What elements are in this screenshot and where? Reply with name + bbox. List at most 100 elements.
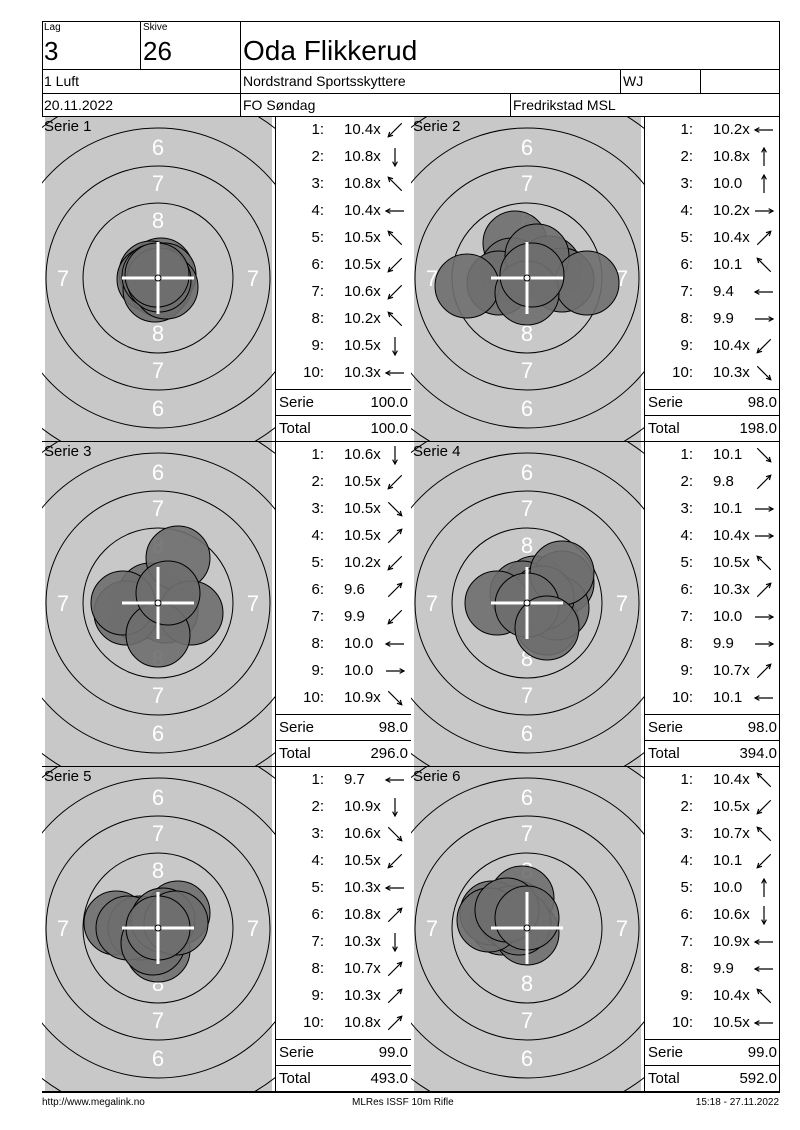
shot-number: 3: bbox=[311, 825, 324, 842]
shot-row: 1: 10.4x bbox=[276, 117, 410, 144]
shot-score: 10.7x bbox=[344, 960, 381, 977]
direction-arrow-icon bbox=[387, 907, 403, 923]
direction-arrow-icon bbox=[384, 777, 404, 783]
shot-number: 1: bbox=[311, 446, 324, 463]
target-ring bbox=[451, 852, 603, 1004]
shot-score: 10.1 bbox=[713, 500, 743, 517]
target-ring bbox=[45, 165, 271, 391]
club-name: Nordstrand Sportsskyttere bbox=[243, 73, 406, 89]
shot-number: 4: bbox=[311, 202, 324, 219]
target-ring bbox=[42, 777, 275, 1079]
direction-arrow-icon bbox=[387, 474, 403, 490]
shot-score: 9.9 bbox=[344, 608, 365, 625]
direction-arrow-icon bbox=[755, 533, 775, 539]
frame-line bbox=[620, 69, 621, 93]
divider bbox=[645, 415, 780, 416]
total-label: Total bbox=[279, 1070, 311, 1087]
target-ring bbox=[45, 490, 271, 716]
target-ring bbox=[42, 452, 275, 754]
direction-arrow-icon bbox=[761, 906, 767, 925]
shot-row: 7: 9.4 bbox=[645, 279, 779, 306]
ring-number: 7 bbox=[152, 683, 164, 708]
ring-number: 6 bbox=[521, 721, 533, 746]
direction-arrow-icon bbox=[387, 311, 403, 327]
shot-hole bbox=[499, 242, 565, 308]
shot-number: 3: bbox=[680, 825, 693, 842]
direction-arrow-icon bbox=[761, 174, 767, 193]
ring-number: 8 bbox=[521, 321, 533, 346]
direction-arrow-icon bbox=[756, 988, 772, 1004]
frame-bottom bbox=[42, 1092, 780, 1093]
frame-line bbox=[700, 69, 701, 93]
shot-number: 3: bbox=[680, 175, 693, 192]
frame-line bbox=[140, 21, 141, 69]
ring-number: 6 bbox=[521, 396, 533, 421]
frame-line bbox=[42, 69, 779, 70]
direction-arrow-icon bbox=[753, 939, 773, 945]
running-total-row: Total 198.0 bbox=[645, 416, 779, 442]
score-list: 1: 10.1 2: 9.8 3: 10.1 4: 10.4x 5: 10.5x 6: 10.3x 7:… bbox=[645, 442, 780, 767]
direction-arrow-icon bbox=[392, 446, 398, 465]
serie-label: Serie bbox=[279, 1044, 315, 1061]
direction-arrow-icon bbox=[387, 257, 403, 273]
total-label: Total bbox=[648, 1070, 680, 1087]
shot-number: 5: bbox=[311, 229, 324, 246]
score-list: 1: 9.7 2: 10.9x 3: 10.6x 4: 10.5x 5: 10.3x 6: 10.8x… bbox=[276, 767, 411, 1092]
running-total-row: Total 394.0 bbox=[645, 741, 779, 767]
shot-score: 10.7x bbox=[713, 825, 750, 842]
shot-number: 7: bbox=[680, 283, 693, 300]
serie-value: 99.0 bbox=[378, 1044, 408, 1061]
shot-number: 3: bbox=[311, 175, 324, 192]
shot-row: 9: 10.7x bbox=[645, 658, 779, 685]
shot-row: 10: 10.9x bbox=[276, 685, 410, 712]
shot-number: 4: bbox=[680, 527, 693, 544]
shot-score: 10.7x bbox=[713, 662, 750, 679]
shot-score: 9.4 bbox=[713, 283, 734, 300]
direction-arrow-icon bbox=[387, 284, 403, 300]
serie-label: Serie bbox=[279, 719, 315, 736]
shot-number: 8: bbox=[311, 310, 324, 327]
shot-row: 6: 10.8x bbox=[276, 902, 410, 929]
divider bbox=[276, 415, 411, 416]
ring-number: 7 bbox=[247, 266, 259, 291]
shot-row: 5: 10.5x bbox=[645, 550, 779, 577]
shot-score: 10.0 bbox=[344, 635, 374, 652]
shot-number: 6: bbox=[311, 256, 324, 273]
shot-number: 2: bbox=[311, 798, 324, 815]
lag-label: Lag bbox=[44, 22, 61, 33]
shot-score: 10.8x bbox=[344, 175, 381, 192]
score-list: 1: 10.4x 2: 10.8x 3: 10.8x 4: 10.4x 5: 10.5x 6: 10.… bbox=[276, 117, 411, 442]
direction-arrow-icon bbox=[384, 370, 404, 376]
serie-label: Serie bbox=[648, 394, 684, 411]
shot-row: 2: 10.5x bbox=[645, 794, 779, 821]
shot-number: 4: bbox=[680, 852, 693, 869]
shot-row: 5: 10.2x bbox=[276, 550, 410, 577]
shot-score: 10.1 bbox=[713, 256, 743, 273]
shot-number: 1: bbox=[680, 121, 693, 138]
direction-arrow-icon bbox=[761, 147, 767, 166]
shot-number: 7: bbox=[311, 608, 324, 625]
divider bbox=[645, 1065, 780, 1066]
shot-row: 6: 10.5x bbox=[276, 252, 410, 279]
shot-number: 5: bbox=[311, 879, 324, 896]
shot-number: 6: bbox=[680, 581, 693, 598]
shot-score: 10.0 bbox=[344, 662, 374, 679]
shot-score: 10.5x bbox=[344, 229, 381, 246]
direction-arrow-icon bbox=[756, 230, 772, 246]
shot-number: 9: bbox=[680, 337, 693, 354]
shot-row: 10: 10.3x bbox=[276, 360, 410, 387]
direction-arrow-icon bbox=[387, 501, 403, 517]
shot-score: 10.0 bbox=[713, 879, 743, 896]
ring-number: 8 bbox=[152, 321, 164, 346]
shot-row: 4: 10.1 bbox=[645, 848, 779, 875]
direction-arrow-icon bbox=[753, 289, 773, 295]
running-total-row: Total 493.0 bbox=[276, 1066, 410, 1092]
direction-arrow-icon bbox=[387, 609, 403, 625]
shot-score: 10.9x bbox=[344, 798, 381, 815]
shot-row: 8: 10.7x bbox=[276, 956, 410, 983]
venue: Fredrikstad MSL bbox=[513, 97, 616, 113]
shot-row: 5: 10.4x bbox=[645, 225, 779, 252]
shot-number: 10: bbox=[672, 364, 693, 381]
shot-number: 6: bbox=[311, 906, 324, 923]
